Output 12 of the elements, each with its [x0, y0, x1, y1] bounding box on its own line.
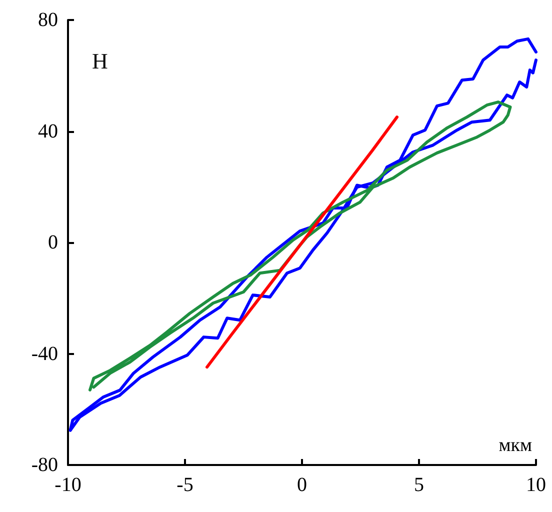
y-tick-label: 40: [38, 120, 58, 142]
x-tick-label: 5: [414, 474, 424, 496]
y-tick-label: -80: [31, 454, 58, 476]
x-tick-label: 10: [526, 474, 546, 496]
x-tick-label: 0: [297, 474, 307, 496]
x-axis-title: мкм: [498, 435, 532, 456]
y-axis-title: Н: [92, 48, 108, 74]
x-tick-label: -10: [54, 474, 82, 496]
y-tick-label: 0: [48, 232, 58, 254]
x-tick-label: -5: [176, 474, 194, 496]
y-tick-label: 80: [38, 9, 58, 31]
y-tick-label: -40: [31, 342, 58, 365]
